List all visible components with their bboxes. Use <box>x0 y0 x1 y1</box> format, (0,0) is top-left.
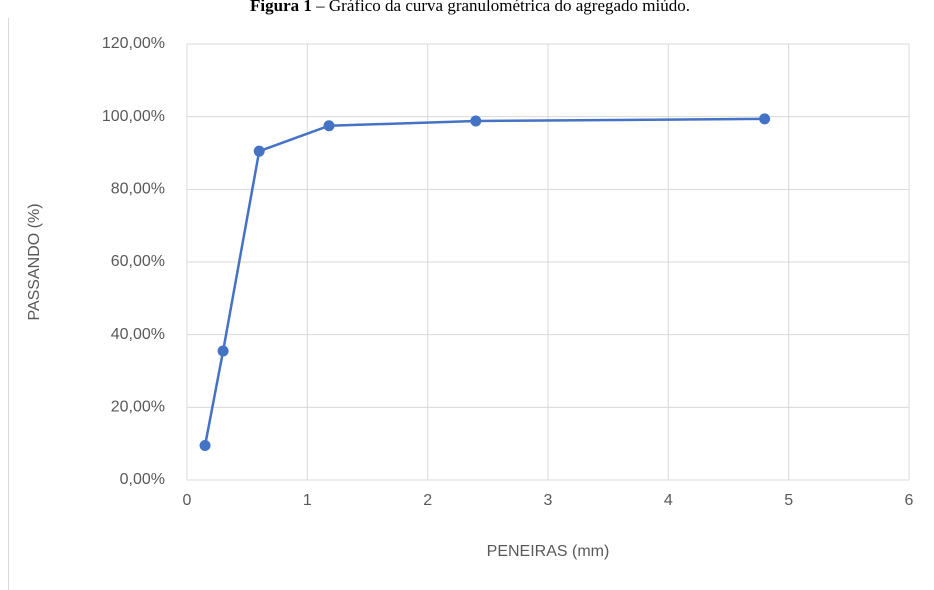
x-tick-label: 4 <box>664 492 673 509</box>
data-point <box>199 439 211 451</box>
y-tick-label: 20,00% <box>111 399 165 416</box>
x-tick-label: 6 <box>905 492 914 509</box>
data-point <box>323 120 335 132</box>
x-tick-label: 1 <box>303 492 312 509</box>
x-tick-label: 0 <box>183 492 192 509</box>
y-tick-label: 40,00% <box>111 326 165 343</box>
x-tick-label: 2 <box>423 492 432 509</box>
y-tick-label: 100,00% <box>102 108 165 125</box>
data-point <box>253 145 265 157</box>
y-tick-label: 80,00% <box>111 181 165 198</box>
y-tick-label: 120,00% <box>102 35 165 52</box>
x-tick-label: 3 <box>544 492 553 509</box>
chart-title: Figura 1 – Gráfico da curva granulométri… <box>250 0 690 15</box>
y-axis-title: PASSANDO (%) <box>26 203 43 320</box>
y-tick-label: 0,00% <box>120 471 165 488</box>
data-point <box>759 113 771 125</box>
y-tick-label: 60,00% <box>111 253 165 270</box>
data-point <box>217 345 229 357</box>
title-text: – Gráfico da curva granulométrica do agr… <box>315 0 690 15</box>
x-axis-title: PENEIRAS (mm) <box>487 543 610 560</box>
x-tick-label: 5 <box>784 492 793 509</box>
data-point <box>470 115 482 127</box>
figure-label: Figura 1 <box>250 0 312 15</box>
series-line <box>203 117 765 446</box>
